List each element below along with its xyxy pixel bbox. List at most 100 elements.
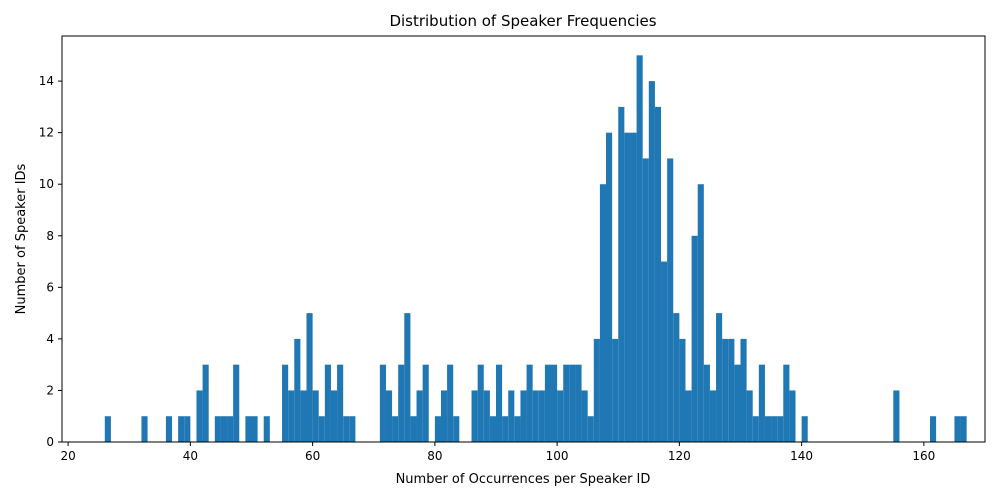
histogram-bar — [752, 416, 759, 442]
histogram-bar — [648, 81, 655, 442]
histogram-bar — [764, 416, 772, 442]
histogram-bar — [196, 390, 203, 442]
histogram-bar — [667, 158, 674, 442]
histogram-bar — [453, 416, 460, 442]
bar-group — [104, 55, 967, 442]
y-tick-label: 0 — [46, 435, 54, 449]
histogram-bar — [251, 416, 258, 442]
histogram-bar — [538, 390, 545, 442]
histogram-bar — [392, 416, 399, 442]
histogram-bar — [789, 390, 796, 442]
y-tick-label: 4 — [46, 332, 54, 346]
histogram-bar — [312, 390, 319, 442]
x-tick-label: 40 — [183, 449, 198, 463]
histogram-bar — [544, 364, 552, 442]
histogram-bar — [422, 364, 429, 442]
histogram-bar — [532, 390, 539, 442]
histogram-bar — [691, 235, 698, 442]
histogram-bar — [734, 364, 741, 442]
histogram-bar — [184, 416, 191, 442]
histogram-bar — [245, 416, 252, 442]
histogram-bar — [233, 364, 240, 442]
histogram-bar — [587, 416, 594, 442]
histogram-bar — [227, 416, 234, 442]
histogram-bar — [214, 416, 221, 442]
y-tick-label: 14 — [39, 74, 54, 88]
histogram-bar — [893, 390, 900, 442]
histogram-bar — [783, 364, 790, 442]
histogram-bar — [654, 106, 662, 442]
histogram-bar — [746, 390, 753, 442]
histogram-bar — [636, 55, 643, 442]
histogram-bar — [379, 364, 386, 442]
y-tick-label: 12 — [39, 126, 54, 140]
x-tick-label: 100 — [546, 449, 569, 463]
histogram-bar — [514, 416, 521, 442]
histogram-bar — [477, 364, 484, 442]
histogram-bar — [300, 390, 307, 442]
histogram-bar — [703, 364, 710, 442]
histogram-bar — [410, 416, 417, 442]
histogram-bar — [960, 416, 967, 442]
histogram-bar — [740, 338, 747, 442]
histogram-bar — [330, 390, 338, 442]
histogram-bar — [165, 416, 173, 442]
histogram-bar — [404, 313, 411, 442]
histogram-bar — [624, 132, 631, 442]
histogram-bar — [642, 158, 649, 442]
histogram-bar — [324, 364, 331, 442]
histogram-bar — [343, 416, 350, 442]
chart-title: Distribution of Speaker Frequencies — [389, 12, 656, 30]
histogram-bar — [141, 416, 148, 442]
histogram-bar — [771, 416, 778, 442]
y-axis: 0 2 4 6 8 10 12 14 — [39, 74, 62, 449]
histogram-bar — [722, 338, 729, 442]
histogram-bar — [434, 416, 441, 442]
histogram-bar — [661, 261, 668, 442]
x-tick-label: 60 — [305, 449, 320, 463]
histogram-bar — [288, 390, 295, 442]
plot-frame — [61, 35, 986, 443]
y-tick-label: 2 — [46, 383, 54, 397]
histogram-bar — [593, 338, 600, 442]
histogram-bar — [306, 313, 313, 442]
histogram-bar — [471, 390, 478, 442]
histogram-bar — [606, 132, 613, 442]
histogram-bar — [575, 364, 582, 442]
histogram-bar — [337, 364, 344, 442]
histogram-bar — [349, 416, 356, 442]
histogram-bar — [489, 416, 496, 442]
y-tick-label: 8 — [46, 229, 54, 243]
y-axis-title: Number of Speaker IDs — [14, 163, 29, 314]
y-tick-label: 10 — [39, 177, 54, 191]
histogram-bar — [758, 364, 765, 442]
histogram-bar — [416, 390, 423, 442]
histogram-bar — [202, 364, 209, 442]
histogram-bar — [697, 184, 704, 442]
histogram-bar — [220, 416, 228, 442]
histogram-bar — [508, 390, 515, 442]
histogram-bar — [728, 338, 735, 442]
histogram-bar — [630, 132, 637, 442]
histogram-bar — [679, 338, 686, 442]
histogram-bar — [563, 364, 570, 442]
histogram-bar — [398, 364, 405, 442]
histogram-bar — [618, 106, 625, 442]
histogram-bar — [685, 390, 692, 442]
x-tick-label: 140 — [790, 449, 813, 463]
histogram-bar — [178, 416, 185, 442]
x-tick-label: 160 — [912, 449, 935, 463]
histogram-bar — [104, 416, 111, 442]
x-axis-title: Number of Occurrences per Speaker ID — [396, 472, 651, 487]
histogram-bar — [526, 364, 533, 442]
histogram-bar — [551, 364, 558, 442]
histogram-bar — [954, 416, 961, 442]
histogram-bar — [673, 313, 680, 442]
histogram-bar — [447, 364, 454, 442]
histogram-bar — [581, 390, 588, 442]
x-axis: 20 40 60 80 100 120 140 160 — [60, 442, 935, 463]
histogram-bar — [263, 416, 270, 442]
histogram-bar — [520, 390, 527, 442]
histogram-bar — [294, 338, 301, 442]
